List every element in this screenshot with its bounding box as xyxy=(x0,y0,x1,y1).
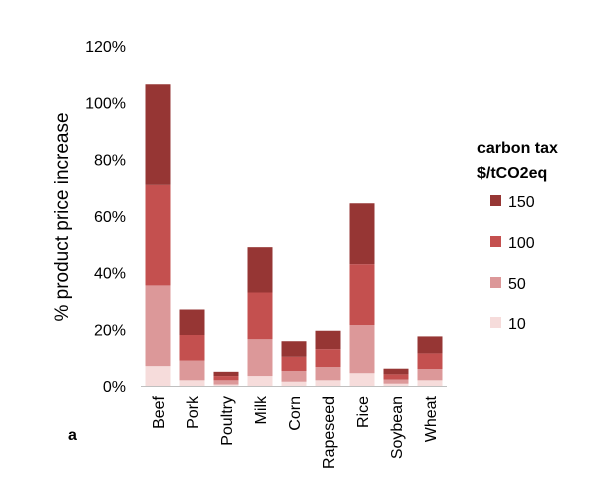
bar-segment-corn-150 xyxy=(281,341,307,357)
x-category-label: Soybean xyxy=(389,396,406,459)
legend-title-line-1: carbon tax xyxy=(477,140,558,157)
bar-segment-poultry-50 xyxy=(213,380,239,385)
x-category-label: Rice xyxy=(355,396,372,428)
bar-segment-beef-150 xyxy=(145,84,171,185)
bar-segment-poultry-100 xyxy=(213,376,239,381)
legend-swatch-150 xyxy=(490,195,501,206)
legend-title-line-2: $/tCO2eq xyxy=(477,165,547,182)
bar-segment-rapeseed-150 xyxy=(315,330,341,350)
bar-segment-wheat-50 xyxy=(417,369,443,381)
legend-items: 150 100 50 10 xyxy=(490,194,535,333)
legend-swatch-100 xyxy=(490,236,501,247)
bar-segment-wheat-10 xyxy=(417,380,443,386)
bar-segment-soybean-100 xyxy=(383,374,409,380)
x-category-label: Pork xyxy=(185,395,202,429)
bar-segment-wheat-100 xyxy=(417,353,443,369)
x-axis-category-labels: Beef Pork Poultry Milk Corn Rapeseed Rice Soybe… xyxy=(151,395,440,469)
y-tick-label: 60% xyxy=(94,209,126,226)
bar-segment-rapeseed-100 xyxy=(315,349,341,368)
bar-segment-milk-150 xyxy=(247,247,273,293)
bar-segment-pork-100 xyxy=(179,335,205,361)
bar-segment-soybean-150 xyxy=(383,368,409,375)
bar-segment-beef-10 xyxy=(145,366,171,386)
y-tick-label: 40% xyxy=(94,266,126,283)
y-axis-ticks: 0% 20% 40% 60% 80% 100% 120% xyxy=(85,39,126,396)
y-tick-label: 80% xyxy=(94,152,126,169)
y-tick-label: 0% xyxy=(103,379,126,396)
bar-segment-poultry-10 xyxy=(213,384,239,386)
x-category-label: Beef xyxy=(151,395,168,428)
legend-label-150: 150 xyxy=(508,194,535,211)
bar-segment-rice-10 xyxy=(349,373,375,386)
legend-label-100: 100 xyxy=(508,235,535,252)
legend-swatch-50 xyxy=(490,277,501,288)
y-axis-title: % product price increase xyxy=(52,112,73,321)
legend-swatch-10 xyxy=(490,317,501,328)
bar-segment-rice-50 xyxy=(349,325,375,374)
x-category-label: Poultry xyxy=(219,396,236,446)
y-tick-label: 100% xyxy=(85,96,126,113)
bar-segment-rapeseed-50 xyxy=(315,367,341,381)
bar-segment-corn-50 xyxy=(281,370,307,382)
bar-segment-corn-10 xyxy=(281,381,307,386)
bar-segment-pork-50 xyxy=(179,360,205,381)
panel-label: a xyxy=(68,427,77,444)
x-category-label: Rapeseed xyxy=(321,396,338,469)
bar-segment-rice-150 xyxy=(349,203,375,265)
bar-segment-poultry-150 xyxy=(213,371,239,377)
bar-segment-pork-150 xyxy=(179,309,205,335)
bar-segment-milk-10 xyxy=(247,376,273,386)
bar-segment-wheat-150 xyxy=(417,336,443,354)
bar-segment-milk-100 xyxy=(247,292,273,340)
bar-segment-milk-50 xyxy=(247,339,273,377)
bar-segment-soybean-50 xyxy=(383,379,409,384)
bars xyxy=(145,84,443,386)
bar-segment-rapeseed-10 xyxy=(315,380,341,386)
y-tick-label: 120% xyxy=(85,39,126,56)
bar-segment-pork-10 xyxy=(179,380,205,386)
legend-label-50: 50 xyxy=(508,276,526,293)
bar-segment-soybean-10 xyxy=(383,383,409,386)
y-tick-label: 20% xyxy=(94,322,126,339)
bar-segment-beef-50 xyxy=(145,285,171,367)
legend: carbon tax $/tCO2eq 150 100 50 10 xyxy=(477,140,558,333)
legend-label-10: 10 xyxy=(508,316,526,333)
x-category-label: Wheat xyxy=(423,395,440,442)
x-category-label: Milk xyxy=(253,395,270,424)
bar-segment-corn-100 xyxy=(281,356,307,371)
bar-segment-rice-100 xyxy=(349,264,375,326)
x-category-label: Corn xyxy=(287,396,304,431)
bar-segment-beef-100 xyxy=(145,184,171,286)
